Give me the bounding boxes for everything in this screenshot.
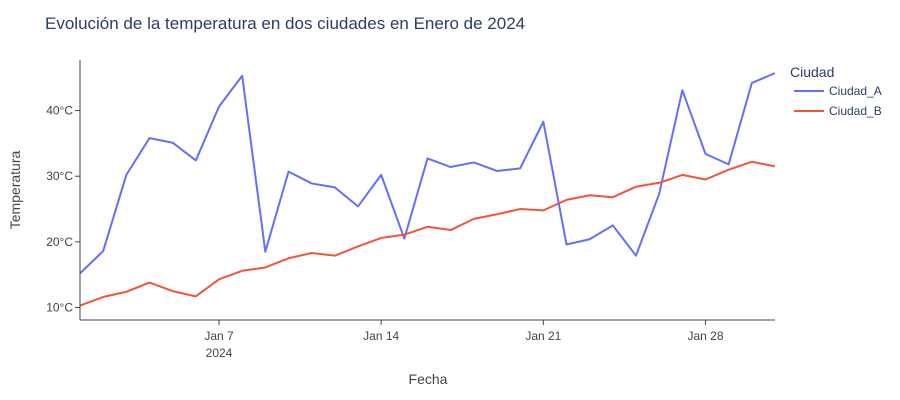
data-point[interactable]	[100, 294, 106, 300]
data-point[interactable]	[772, 70, 778, 76]
chart-title: Evolución de la temperatura en dos ciuda…	[45, 14, 525, 33]
data-point[interactable]	[633, 184, 639, 190]
data-point[interactable]	[633, 253, 639, 259]
x-tick-label: Jan 21	[525, 329, 561, 343]
y-tick-label: 40°C	[46, 104, 73, 118]
series-line-ciudad-b[interactable]	[79, 160, 776, 307]
data-point[interactable]	[703, 151, 709, 157]
legend-label-ciudad-a: Ciudad_A	[829, 84, 882, 98]
plot-area	[79, 70, 778, 307]
data-point[interactable]	[216, 276, 222, 282]
data-point[interactable]	[286, 169, 292, 175]
data-point[interactable]	[216, 104, 222, 110]
data-point[interactable]	[170, 140, 176, 146]
data-point[interactable]	[564, 241, 570, 247]
legend-title: Ciudad	[790, 64, 834, 80]
data-point[interactable]	[262, 264, 268, 270]
data-point[interactable]	[448, 227, 454, 233]
data-point[interactable]	[448, 164, 454, 170]
legend: Ciudad Ciudad_A Ciudad_B	[790, 64, 882, 118]
data-point[interactable]	[772, 163, 778, 169]
legend-item-ciudad-b[interactable]: Ciudad_B	[794, 104, 882, 118]
data-point[interactable]	[123, 172, 129, 178]
data-point[interactable]	[564, 197, 570, 203]
legend-item-ciudad-a[interactable]: Ciudad_A	[794, 84, 882, 98]
x-axis-ticks: Jan 7 Jan 14 Jan 21 Jan 28	[204, 320, 724, 343]
data-point[interactable]	[587, 236, 593, 242]
data-point[interactable]	[193, 293, 199, 299]
data-point[interactable]	[749, 159, 755, 165]
y-tick-label: 20°C	[46, 235, 73, 249]
data-point[interactable]	[517, 165, 523, 171]
data-point[interactable]	[703, 176, 709, 182]
data-point[interactable]	[679, 87, 685, 93]
data-point[interactable]	[309, 180, 315, 186]
data-point[interactable]	[378, 172, 384, 178]
data-point[interactable]	[471, 159, 477, 165]
data-point[interactable]	[239, 73, 245, 79]
data-point[interactable]	[401, 232, 407, 238]
data-point[interactable]	[610, 194, 616, 200]
data-point[interactable]	[239, 268, 245, 274]
data-point[interactable]	[123, 289, 129, 295]
data-point[interactable]	[147, 135, 153, 141]
x-axis-title: Fecha	[409, 371, 448, 387]
data-point[interactable]	[100, 248, 106, 254]
y-tick-label: 10°C	[46, 301, 73, 315]
data-point[interactable]	[170, 288, 176, 294]
x-tick-year-label: 2024	[206, 346, 233, 360]
data-point[interactable]	[262, 249, 268, 255]
legend-label-ciudad-b: Ciudad_B	[829, 104, 882, 118]
y-tick-label: 30°C	[46, 169, 73, 183]
data-point[interactable]	[726, 167, 732, 173]
data-point[interactable]	[540, 119, 546, 125]
data-point[interactable]	[471, 216, 477, 222]
x-tick-label: Jan 14	[363, 329, 399, 343]
data-point[interactable]	[610, 222, 616, 228]
data-point[interactable]	[517, 206, 523, 212]
x-tick-label: Jan 7	[204, 329, 234, 343]
data-point[interactable]	[355, 243, 361, 249]
data-point[interactable]	[587, 192, 593, 198]
data-point[interactable]	[540, 207, 546, 213]
data-point[interactable]	[494, 211, 500, 217]
data-point[interactable]	[726, 161, 732, 167]
data-point[interactable]	[332, 253, 338, 259]
data-point[interactable]	[656, 191, 662, 197]
data-point[interactable]	[378, 235, 384, 241]
data-point[interactable]	[656, 180, 662, 186]
data-point[interactable]	[286, 255, 292, 261]
data-point[interactable]	[332, 184, 338, 190]
data-point[interactable]	[309, 250, 315, 256]
data-point[interactable]	[147, 280, 153, 286]
data-point[interactable]	[494, 168, 500, 174]
data-point[interactable]	[193, 157, 199, 163]
data-point[interactable]	[679, 172, 685, 178]
data-point[interactable]	[425, 155, 431, 161]
y-axis-ticks: 10°C 20°C 30°C 40°C	[46, 104, 80, 315]
data-point[interactable]	[749, 80, 755, 86]
y-axis-title: Temperatura	[7, 150, 23, 229]
series-line-ciudad-a[interactable]	[79, 72, 776, 275]
data-point[interactable]	[355, 203, 361, 209]
data-point[interactable]	[425, 224, 431, 230]
x-tick-label: Jan 28	[687, 329, 723, 343]
